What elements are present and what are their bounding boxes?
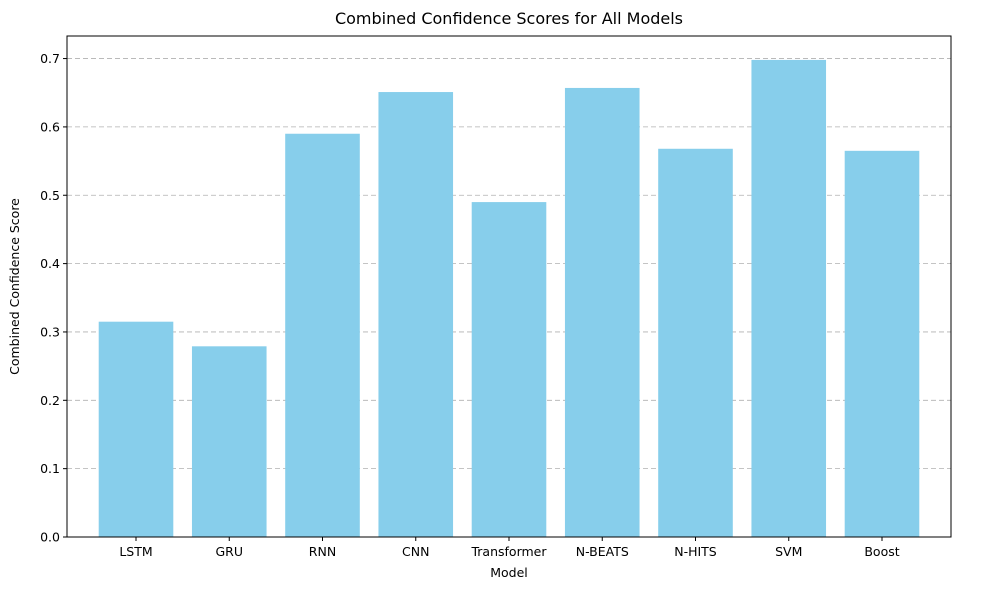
- x-tick-label: Boost: [864, 544, 899, 559]
- x-tick-label: RNN: [309, 544, 336, 559]
- y-tick-label: 0.6: [40, 119, 60, 134]
- bars: [98, 59, 920, 538]
- bar-gru: [191, 346, 267, 537]
- bar-lstm: [98, 321, 174, 537]
- chart-title: Combined Confidence Scores for All Model…: [335, 9, 683, 28]
- x-tick-label: N-BEATS: [576, 544, 629, 559]
- y-tick-label: 0.1: [40, 461, 60, 476]
- y-tick-label: 0.0: [40, 530, 60, 545]
- bar-n-beats: [564, 87, 640, 537]
- y-axis-label: Combined Confidence Score: [7, 198, 22, 375]
- bar-rnn: [285, 133, 360, 537]
- bar-svm: [751, 59, 827, 537]
- bar-n-hits: [658, 148, 733, 538]
- x-tick-label: Transformer: [470, 544, 547, 559]
- x-tick-label: CNN: [402, 544, 429, 559]
- y-tick-label: 0.2: [40, 393, 60, 408]
- x-tick-label: N-HITS: [674, 544, 717, 559]
- y-tick-label: 0.7: [40, 51, 60, 66]
- y-tick-label: 0.3: [40, 324, 60, 339]
- x-axis-ticks: LSTM GRU RNN CNN Transformer N-BEATS N-HITS SVM…: [119, 537, 900, 559]
- bar-transformer: [471, 202, 547, 537]
- y-axis-ticks: 0.0 0.1 0.2 0.3 0.4 0.5 0.6 0.7: [40, 51, 67, 545]
- bar-cnn: [378, 92, 454, 537]
- x-tick-label: SVM: [775, 544, 802, 559]
- y-tick-label: 0.5: [40, 188, 60, 203]
- x-tick-label: LSTM: [119, 544, 152, 559]
- x-axis-label: Model: [490, 565, 528, 580]
- y-tick-label: 0.4: [40, 256, 60, 271]
- x-tick-label: GRU: [215, 544, 243, 559]
- bar-boost: [844, 150, 920, 538]
